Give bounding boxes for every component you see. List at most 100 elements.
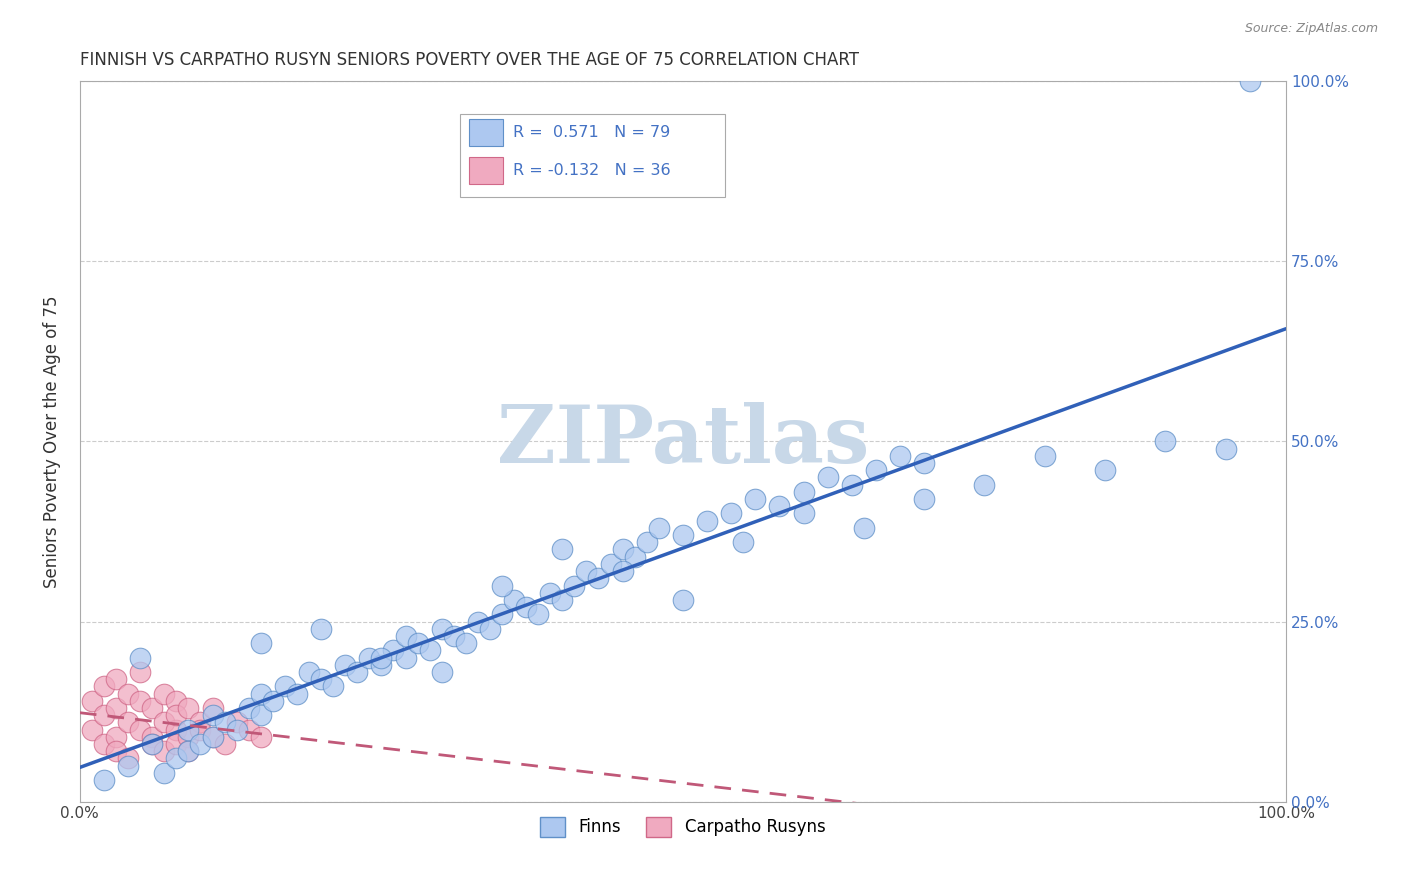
Point — [201, 730, 224, 744]
Point — [117, 687, 139, 701]
Point — [973, 477, 995, 491]
Point — [623, 549, 645, 564]
Point — [912, 492, 935, 507]
Point — [80, 723, 103, 737]
Point — [93, 708, 115, 723]
Point — [201, 701, 224, 715]
Point — [588, 571, 610, 585]
Point — [612, 564, 634, 578]
Point — [177, 723, 200, 737]
Point — [551, 542, 574, 557]
Point — [430, 622, 453, 636]
Point — [93, 737, 115, 751]
Point — [141, 701, 163, 715]
Point — [491, 607, 513, 622]
Legend: Finns, Carpatho Rusyns: Finns, Carpatho Rusyns — [534, 810, 832, 844]
Point — [527, 607, 550, 622]
Point — [153, 765, 176, 780]
Point — [298, 665, 321, 679]
Point — [225, 715, 247, 730]
Point — [177, 730, 200, 744]
Point — [768, 500, 790, 514]
Point — [1239, 74, 1261, 88]
Bar — [470, 157, 503, 185]
Point — [359, 650, 381, 665]
Point — [538, 585, 561, 599]
Point — [792, 507, 814, 521]
Point — [214, 715, 236, 730]
Point — [190, 737, 212, 751]
Point — [117, 758, 139, 772]
Point — [309, 672, 332, 686]
Point — [1094, 463, 1116, 477]
Point — [190, 723, 212, 737]
Point — [454, 636, 477, 650]
Point — [165, 751, 187, 765]
Point — [551, 593, 574, 607]
Point — [249, 687, 271, 701]
Point — [129, 650, 152, 665]
Point — [478, 622, 501, 636]
Point — [599, 557, 621, 571]
Point — [153, 715, 176, 730]
Point — [190, 715, 212, 730]
Text: R =  0.571   N = 79: R = 0.571 N = 79 — [513, 125, 671, 140]
Point — [1215, 442, 1237, 456]
Point — [394, 629, 416, 643]
Point — [335, 657, 357, 672]
Point — [249, 636, 271, 650]
Text: FINNISH VS CARPATHO RUSYN SENIORS POVERTY OVER THE AGE OF 75 CORRELATION CHART: FINNISH VS CARPATHO RUSYN SENIORS POVERT… — [80, 51, 859, 69]
Point — [575, 564, 598, 578]
Point — [93, 772, 115, 787]
Text: ZIPatlas: ZIPatlas — [496, 402, 869, 481]
Point — [129, 665, 152, 679]
Point — [129, 723, 152, 737]
Point — [672, 593, 695, 607]
Point — [105, 730, 128, 744]
Point — [720, 507, 742, 521]
Point — [80, 694, 103, 708]
Point — [238, 701, 260, 715]
Point — [141, 737, 163, 751]
Point — [105, 672, 128, 686]
Point — [733, 535, 755, 549]
Point — [309, 622, 332, 636]
Point — [105, 701, 128, 715]
Point — [406, 636, 429, 650]
Point — [612, 542, 634, 557]
Point — [262, 694, 284, 708]
Point — [817, 470, 839, 484]
Point — [515, 600, 537, 615]
Point — [177, 744, 200, 758]
Bar — [470, 119, 503, 146]
Point — [201, 730, 224, 744]
Point — [841, 477, 863, 491]
Point — [141, 730, 163, 744]
Point — [865, 463, 887, 477]
Point — [648, 521, 671, 535]
Point — [852, 521, 875, 535]
Point — [285, 687, 308, 701]
Point — [117, 751, 139, 765]
Point — [165, 694, 187, 708]
Point — [274, 679, 297, 693]
Point — [201, 708, 224, 723]
Point — [370, 657, 392, 672]
Point — [165, 723, 187, 737]
Point — [1154, 434, 1177, 449]
Point — [93, 679, 115, 693]
Point — [503, 593, 526, 607]
Text: R = -0.132   N = 36: R = -0.132 N = 36 — [513, 163, 671, 178]
Point — [238, 723, 260, 737]
Point — [430, 665, 453, 679]
Point — [467, 615, 489, 629]
Point — [165, 737, 187, 751]
Point — [744, 492, 766, 507]
Point — [419, 643, 441, 657]
Point — [912, 456, 935, 470]
Y-axis label: Seniors Poverty Over the Age of 75: Seniors Poverty Over the Age of 75 — [44, 295, 60, 588]
Point — [214, 737, 236, 751]
Point — [346, 665, 368, 679]
Point — [636, 535, 658, 549]
Point — [889, 449, 911, 463]
